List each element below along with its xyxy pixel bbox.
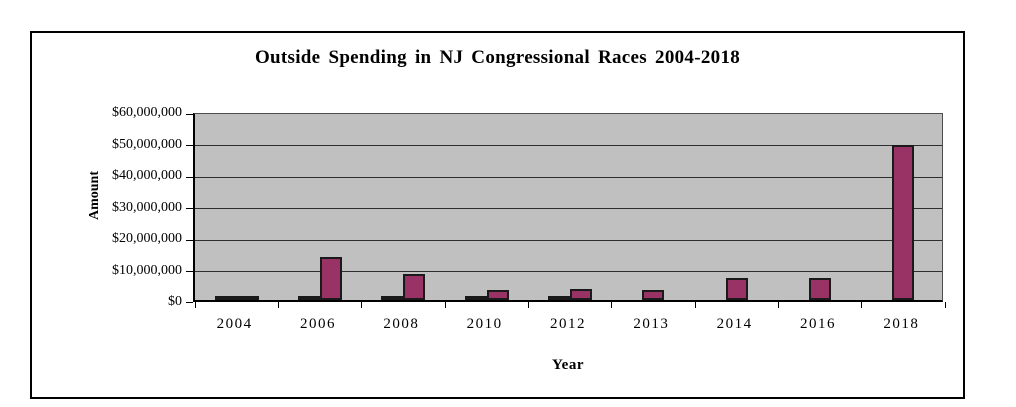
gridline xyxy=(195,208,942,209)
x-tick-label: 2004 xyxy=(216,316,253,332)
gridline xyxy=(195,145,942,146)
x-axis-title: Year xyxy=(552,357,584,373)
x-tick-label: 2008 xyxy=(383,316,420,332)
bar-2010-series-1-small-dark xyxy=(464,296,487,300)
bar-2008-series-2-magenta xyxy=(403,274,426,300)
x-tick-label: 2018 xyxy=(883,316,920,332)
x-tick-label: 2006 xyxy=(300,316,336,332)
category-2010 xyxy=(445,114,528,300)
x-tick-label: 2016 xyxy=(800,316,836,332)
x-tick-label: 2014 xyxy=(716,316,753,332)
gridline xyxy=(195,176,942,178)
y-tick-label: $0 xyxy=(168,294,182,309)
y-tick-label: $60,000,000 xyxy=(112,105,182,120)
x-axis-tick xyxy=(694,302,696,308)
category-2012 xyxy=(528,114,611,300)
x-tick-label: 2013 xyxy=(633,316,670,332)
chart-title: Outside Spending in NJ Congressional Rac… xyxy=(254,47,741,68)
category-2018 xyxy=(862,114,945,300)
bar-2010-series-2-magenta xyxy=(486,290,509,300)
bar-2008-series-1-small-dark xyxy=(381,296,404,300)
y-tick-label: $40,000,000 xyxy=(112,168,182,183)
y-tick-label: $30,000,000 xyxy=(112,199,182,215)
bar-2012-series-1-small-dark xyxy=(547,296,570,300)
bar-2012-series-2-magenta xyxy=(569,289,592,300)
y-axis-tick xyxy=(186,302,193,303)
y-axis-tick xyxy=(186,176,193,178)
y-tick-label: $50,000,000 xyxy=(112,136,182,152)
x-axis-tick xyxy=(444,302,446,308)
gridline xyxy=(195,271,942,272)
x-axis-tick xyxy=(361,302,363,308)
bar-2018-series-2-magenta xyxy=(892,145,915,300)
x-axis-tick xyxy=(527,302,529,308)
bar-2006-series-2-magenta xyxy=(319,257,342,300)
category-2008 xyxy=(362,114,445,300)
x-tick-label: 2010 xyxy=(466,316,503,332)
category-2006 xyxy=(278,114,361,300)
y-axis-tick xyxy=(186,145,193,146)
x-axis-tick xyxy=(777,302,779,308)
bar-2006-series-1-small-dark xyxy=(297,296,320,300)
category-2016 xyxy=(778,114,861,300)
x-axis-tick xyxy=(861,302,863,308)
x-axis-tick xyxy=(194,302,196,308)
bar-2013-series-2-magenta xyxy=(642,290,665,300)
bar-2014-series-2-magenta xyxy=(725,278,748,300)
y-axis-tick xyxy=(186,271,193,272)
gridline xyxy=(195,239,942,241)
category-2014 xyxy=(695,114,778,300)
x-axis-tick xyxy=(611,302,613,308)
x-tick-label: 2012 xyxy=(550,316,586,332)
plot-area xyxy=(186,113,946,308)
y-axis-tick xyxy=(186,239,193,241)
y-tick-label: $10,000,000 xyxy=(112,262,182,278)
category-2004 xyxy=(195,114,278,300)
chart-frame: Outside Spending in NJ Congressional Rac… xyxy=(30,31,965,399)
y-tick-label: $20,000,000 xyxy=(112,231,182,246)
category-2013 xyxy=(612,114,695,300)
y-axis-tick xyxy=(186,208,193,209)
bar-2016-series-2-magenta xyxy=(808,278,831,300)
x-axis-tick xyxy=(944,302,946,308)
bar-2004-series-1-small-dark xyxy=(214,296,237,300)
x-axis-tick xyxy=(277,302,279,308)
y-axis-tick xyxy=(186,114,193,115)
bar-2004-series-2-magenta xyxy=(236,296,259,300)
